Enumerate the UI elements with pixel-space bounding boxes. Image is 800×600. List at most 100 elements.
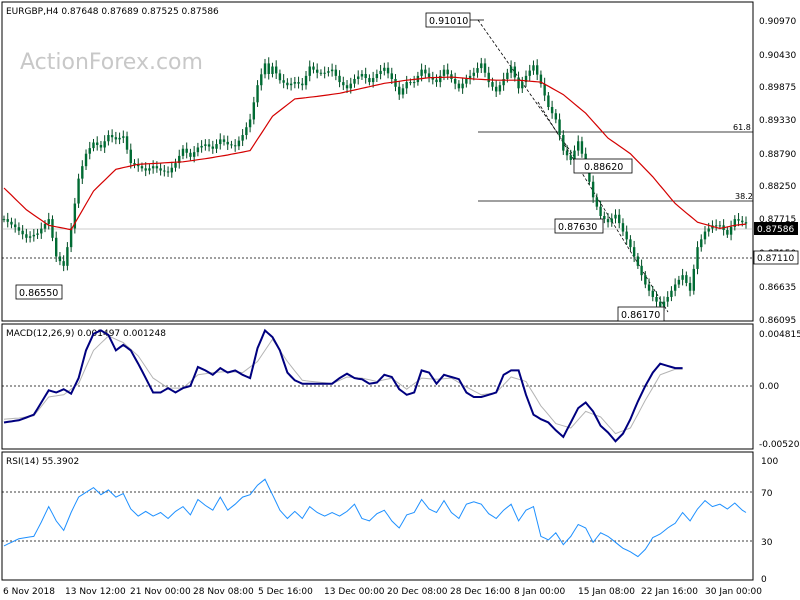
candle-body bbox=[297, 82, 300, 84]
candle-body bbox=[207, 144, 211, 147]
annotation-88620: 0.88620 bbox=[573, 158, 633, 174]
annotation-text: 0.88620 bbox=[584, 162, 623, 173]
candle-body bbox=[580, 141, 584, 154]
annotation-text: 0.86170 bbox=[621, 310, 660, 321]
candle-body bbox=[151, 166, 155, 169]
candle-body bbox=[569, 155, 572, 160]
price-tick-label: 0.87715 bbox=[759, 215, 796, 225]
candle-body bbox=[360, 73, 364, 77]
candle-body bbox=[88, 148, 91, 154]
x-tick-label: 28 Dec 16:00 bbox=[450, 587, 511, 597]
candle-body bbox=[386, 67, 390, 74]
candle-body bbox=[640, 265, 643, 276]
candle-body bbox=[621, 223, 625, 232]
candle-body bbox=[163, 170, 166, 172]
price-candles bbox=[2, 57, 748, 312]
candle-body bbox=[729, 226, 733, 235]
candle-body bbox=[412, 82, 416, 84]
candle-body bbox=[338, 75, 341, 83]
candle-body bbox=[371, 78, 375, 83]
candle-body bbox=[591, 181, 595, 198]
candle-body bbox=[718, 225, 722, 227]
candle-body bbox=[524, 75, 528, 83]
candle-body bbox=[353, 78, 356, 84]
candle-body bbox=[744, 222, 748, 224]
candle-body bbox=[461, 83, 464, 89]
candle-body bbox=[159, 168, 162, 171]
candle-body bbox=[241, 135, 244, 141]
candle-body bbox=[2, 219, 6, 221]
candle-body bbox=[36, 233, 39, 235]
candle-body bbox=[200, 145, 203, 148]
candle-body bbox=[629, 239, 632, 248]
candle-body bbox=[260, 74, 263, 86]
candle-body bbox=[263, 63, 267, 75]
candle-body bbox=[25, 234, 28, 238]
candle-body bbox=[10, 221, 13, 225]
watermark: ActionForex.com bbox=[20, 50, 203, 75]
annotation-box bbox=[554, 218, 604, 234]
candle-body bbox=[528, 70, 531, 76]
candle-body bbox=[573, 150, 576, 160]
candle-body bbox=[32, 234, 36, 237]
candle-body bbox=[274, 66, 278, 74]
candle-body bbox=[155, 166, 159, 169]
candle-body bbox=[357, 76, 360, 79]
candle-body bbox=[185, 148, 188, 153]
macd-title: MACD(12,26,9) 0.001497 0.001248 bbox=[6, 329, 166, 339]
candle-body bbox=[618, 214, 621, 224]
candle-body bbox=[166, 171, 170, 173]
candle-body bbox=[539, 74, 543, 84]
candle-body bbox=[673, 284, 677, 291]
candle-body bbox=[99, 144, 103, 148]
candle-body bbox=[472, 72, 476, 76]
candle-body bbox=[498, 85, 502, 92]
x-tick-label: 6 Nov 2018 bbox=[3, 587, 55, 597]
candle-body bbox=[248, 119, 252, 128]
candle-body bbox=[211, 146, 215, 149]
candle-body bbox=[554, 113, 558, 120]
candle-body bbox=[6, 219, 9, 222]
candle-body bbox=[62, 261, 65, 266]
candle-body bbox=[304, 75, 308, 86]
macd-panel bbox=[1, 323, 754, 450]
fib-382-label: 38.2 bbox=[735, 192, 753, 201]
candle-body bbox=[379, 70, 382, 74]
price-tick-label: 0.90970 bbox=[759, 17, 796, 27]
candle-body bbox=[595, 197, 599, 207]
candle-body bbox=[334, 69, 338, 76]
price-tick-label: 0.86635 bbox=[759, 283, 796, 293]
candle-body bbox=[103, 141, 106, 148]
candle-body bbox=[670, 290, 673, 297]
candle-body bbox=[47, 219, 50, 224]
candle-body bbox=[278, 73, 282, 81]
candle-body bbox=[741, 220, 744, 223]
candle-body bbox=[256, 85, 259, 103]
annotation-high: 0.91010 bbox=[425, 12, 471, 28]
candle-body bbox=[707, 228, 710, 232]
current-price-tag-bg bbox=[754, 222, 798, 235]
candle-body bbox=[513, 66, 517, 78]
x-tick-label: 30 Jan 00:00 bbox=[705, 587, 762, 597]
candle-body bbox=[714, 225, 718, 227]
candle-body bbox=[364, 73, 367, 79]
candle-body bbox=[453, 78, 457, 84]
macd-line bbox=[3, 328, 683, 443]
candle-body bbox=[435, 79, 438, 83]
candle-body bbox=[509, 66, 513, 73]
candle-body bbox=[233, 145, 237, 147]
candle-body bbox=[692, 268, 695, 291]
candle-body bbox=[170, 167, 173, 173]
candle-body bbox=[420, 69, 423, 76]
rsi-tick-label: 0 bbox=[761, 575, 767, 585]
candle-body bbox=[558, 119, 561, 136]
annotation-text: 0.91010 bbox=[429, 16, 468, 27]
candle-body bbox=[245, 127, 248, 136]
candle-body bbox=[118, 137, 121, 140]
candle-body bbox=[521, 82, 524, 89]
candle-body bbox=[625, 231, 628, 240]
candle-body bbox=[289, 83, 293, 86]
candle-body bbox=[737, 219, 740, 221]
candle-body bbox=[457, 83, 461, 89]
